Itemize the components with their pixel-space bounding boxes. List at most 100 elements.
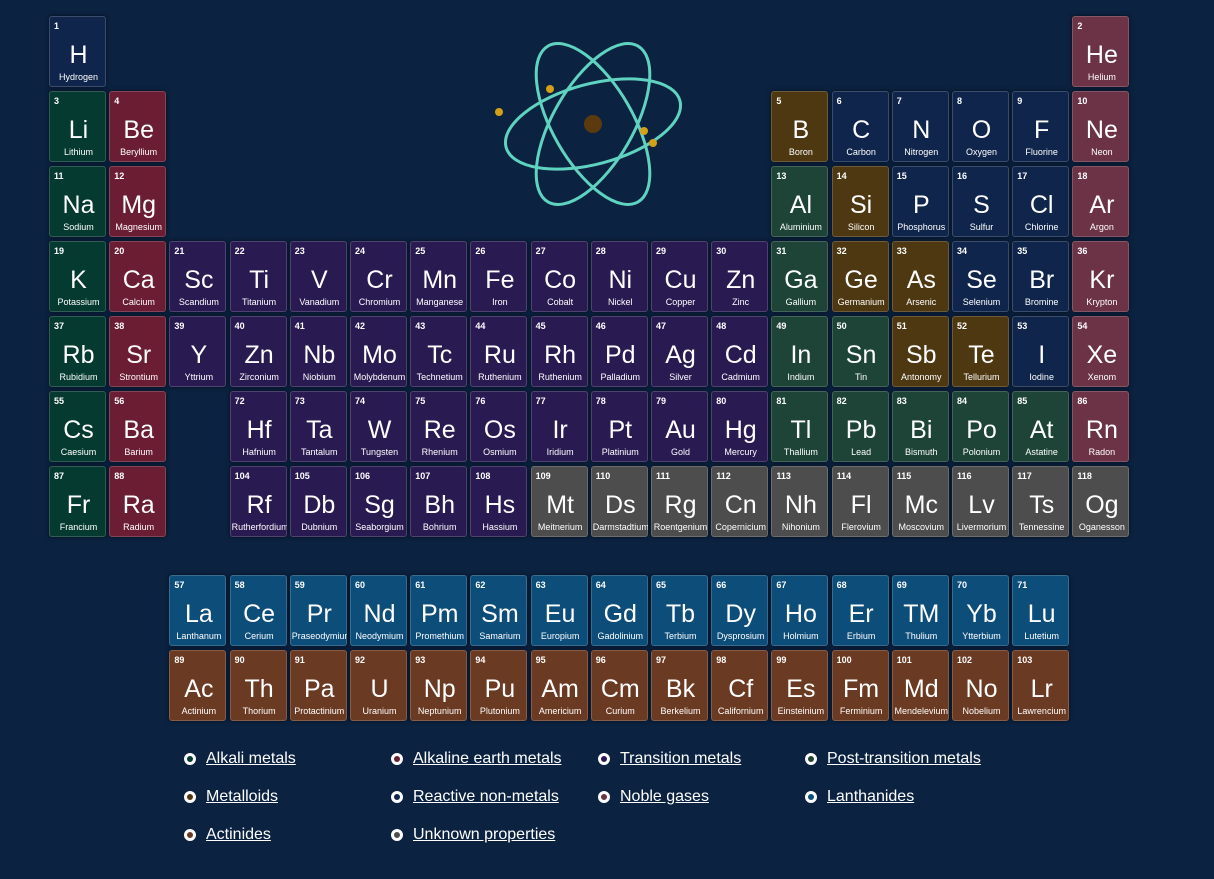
element-tile-rn[interactable]: 86 Rn Radon (1072, 391, 1130, 462)
element-tile-ta[interactable]: 73 Ta Tantalum (289, 391, 347, 462)
element-tile-og[interactable]: 118 Og Oganesson (1072, 466, 1130, 537)
element-tile-pm[interactable]: 61 Pm Promethium (410, 575, 468, 646)
element-tile-ir[interactable]: 77 Ir Iridium (530, 391, 588, 462)
element-tile-cu[interactable]: 29 Cu Copper (651, 241, 708, 312)
element-tile-sc[interactable]: 21 Sc Scandium (169, 241, 227, 312)
element-tile-sg[interactable]: 106 Sg Seaborgium (350, 466, 407, 537)
legend-item-actin[interactable]: Actinides (184, 824, 271, 846)
element-tile-ar[interactable]: 18 Ar Argon (1072, 166, 1130, 237)
element-tile-re[interactable]: 75 Re Rhenium (410, 391, 468, 462)
element-tile-at[interactable]: 85 At Astatine (1012, 391, 1070, 462)
element-tile-bi[interactable]: 83 Bi Bismuth (891, 391, 949, 462)
element-tile-ge[interactable]: 32 Ge Germanium (831, 241, 889, 312)
element-tile-ca[interactable]: 20 Ca Calcium (109, 241, 167, 312)
element-tile-k[interactable]: 19 K Potassium (49, 241, 106, 312)
element-tile-sn[interactable]: 50 Sn Tin (831, 316, 889, 387)
element-tile-no[interactable]: 102 No Nobelium (952, 650, 1009, 721)
legend-item-lanth[interactable]: Lanthanides (805, 786, 914, 808)
element-tile-c[interactable]: 6 C Carbon (831, 91, 889, 162)
element-tile-pr[interactable]: 59 Pr Praseodymium (289, 575, 347, 646)
element-tile-fl[interactable]: 114 Fl Flerovium (831, 466, 889, 537)
element-tile-sr[interactable]: 38 Sr Strontium (109, 316, 167, 387)
element-tile-mg[interactable]: 12 Mg Magnesium (109, 166, 167, 237)
element-tile-tm[interactable]: 69 TM Thulium (891, 575, 949, 646)
element-tile-dy[interactable]: 66 Dy Dysprosium (711, 575, 769, 646)
element-tile-am[interactable]: 95 Am Americium (530, 650, 588, 721)
legend-item-metalloid[interactable]: Metalloids (184, 786, 278, 808)
element-tile-db[interactable]: 105 Db Dubnium (289, 466, 347, 537)
element-tile-i[interactable]: 53 I Iodine (1012, 316, 1070, 387)
element-tile-eu[interactable]: 63 Eu Europium (530, 575, 588, 646)
element-tile-ti[interactable]: 22 Ti Titanium (229, 241, 287, 312)
element-tile-ru[interactable]: 44 Ru Ruthenium (470, 316, 528, 387)
element-tile-pt[interactable]: 78 Pt Platinium (590, 391, 648, 462)
element-tile-ts[interactable]: 117 Ts Tennessine (1012, 466, 1070, 537)
element-tile-n[interactable]: 7 N Nitrogen (891, 91, 949, 162)
element-tile-rb[interactable]: 37 Rb Rubidium (49, 316, 106, 387)
element-tile-se[interactable]: 34 Se Selenium (952, 241, 1009, 312)
element-tile-o[interactable]: 8 O Oxygen (952, 91, 1009, 162)
element-tile-cr[interactable]: 24 Cr Chromium (350, 241, 407, 312)
element-tile-si[interactable]: 14 Si Silicon (831, 166, 889, 237)
element-tile-nb[interactable]: 41 Nb Niobium (289, 316, 347, 387)
element-tile-ho[interactable]: 67 Ho Holmium (771, 575, 829, 646)
element-tile-mn[interactable]: 25 Mn Manganese (410, 241, 468, 312)
element-tile-nd[interactable]: 60 Nd Neodymium (350, 575, 407, 646)
element-tile-lv[interactable]: 116 Lv Livermorium (952, 466, 1009, 537)
element-tile-ce[interactable]: 58 Ce Cerium (229, 575, 287, 646)
element-tile-as[interactable]: 33 As Arsenic (891, 241, 949, 312)
element-tile-cl[interactable]: 17 Cl Chlorine (1012, 166, 1070, 237)
element-tile-np[interactable]: 93 Np Neptunium (410, 650, 468, 721)
element-tile-xe[interactable]: 54 Xe Xenom (1072, 316, 1130, 387)
element-tile-ra[interactable]: 88 Ra Radium (109, 466, 167, 537)
element-tile-y[interactable]: 39 Y Yttrium (169, 316, 227, 387)
element-tile-hs[interactable]: 108 Hs Hassium (470, 466, 528, 537)
element-tile-na[interactable]: 11 Na Sodium (49, 166, 106, 237)
element-tile-ni[interactable]: 28 Ni Nickel (590, 241, 648, 312)
element-tile-tb[interactable]: 65 Tb Terbium (651, 575, 708, 646)
element-tile-cs[interactable]: 55 Cs Caesium (49, 391, 106, 462)
element-tile-rh[interactable]: 45 Rh Ruthenium (530, 316, 588, 387)
element-tile-es[interactable]: 99 Es Einsteinium (771, 650, 829, 721)
legend-item-post[interactable]: Post-transition metals (805, 748, 981, 770)
element-tile-v[interactable]: 23 V Vanadium (289, 241, 347, 312)
element-tile-cm[interactable]: 96 Cm Curium (590, 650, 648, 721)
element-tile-os[interactable]: 76 Os Osmium (470, 391, 528, 462)
element-tile-p[interactable]: 15 P Phosphorus (891, 166, 949, 237)
element-tile-tl[interactable]: 81 Tl Thallium (771, 391, 829, 462)
element-tile-gd[interactable]: 64 Gd Gadolinium (590, 575, 648, 646)
element-tile-lr[interactable]: 103 Lr Lawrencium (1012, 650, 1070, 721)
element-tile-ga[interactable]: 31 Ga Gallium (771, 241, 829, 312)
element-tile-pu[interactable]: 94 Pu Plutonium (470, 650, 528, 721)
element-tile-zn[interactable]: 30 Zn Zinc (711, 241, 769, 312)
element-tile-cd[interactable]: 48 Cd Cadmium (711, 316, 769, 387)
element-tile-la[interactable]: 57 La Lanthanum (169, 575, 227, 646)
element-tile-h[interactable]: 1 H Hydrogen (49, 16, 106, 87)
element-tile-ba[interactable]: 56 Ba Barium (109, 391, 167, 462)
element-tile-sm[interactable]: 62 Sm Samarium (470, 575, 528, 646)
element-tile-ac[interactable]: 89 Ac Actinium (169, 650, 227, 721)
element-tile-rf[interactable]: 104 Rf Rutherfordium (229, 466, 287, 537)
element-tile-cn[interactable]: 112 Cn Copernicium (711, 466, 769, 537)
element-tile-po[interactable]: 84 Po Polonium (952, 391, 1009, 462)
element-tile-ag[interactable]: 47 Ag Silver (651, 316, 708, 387)
element-tile-ne[interactable]: 10 Ne Neon (1072, 91, 1130, 162)
element-tile-pb[interactable]: 82 Pb Lead (831, 391, 889, 462)
element-tile-in[interactable]: 49 In Indium (771, 316, 829, 387)
element-tile-br[interactable]: 35 Br Bromine (1012, 241, 1070, 312)
element-tile-s[interactable]: 16 S Sulfur (952, 166, 1009, 237)
element-tile-md[interactable]: 101 Md Mendelevium (891, 650, 949, 721)
element-tile-sb[interactable]: 51 Sb Antonomy (891, 316, 949, 387)
element-tile-hf[interactable]: 72 Hf Hafnium (229, 391, 287, 462)
element-tile-nh[interactable]: 113 Nh Nihonium (771, 466, 829, 537)
legend-item-noble[interactable]: Noble gases (598, 786, 709, 808)
element-tile-zn[interactable]: 40 Zn Zirconium (229, 316, 287, 387)
element-tile-he[interactable]: 2 He Helium (1072, 16, 1130, 87)
legend-item-nonmetal[interactable]: Reactive non-metals (391, 786, 559, 808)
element-tile-mt[interactable]: 109 Mt Meitnerium (530, 466, 588, 537)
element-tile-lu[interactable]: 71 Lu Lutetium (1012, 575, 1070, 646)
element-tile-mo[interactable]: 42 Mo Molybdenum (350, 316, 407, 387)
element-tile-be[interactable]: 4 Be Beryllium (109, 91, 167, 162)
element-tile-pa[interactable]: 91 Pa Protactinium (289, 650, 347, 721)
element-tile-fr[interactable]: 87 Fr Francium (49, 466, 106, 537)
